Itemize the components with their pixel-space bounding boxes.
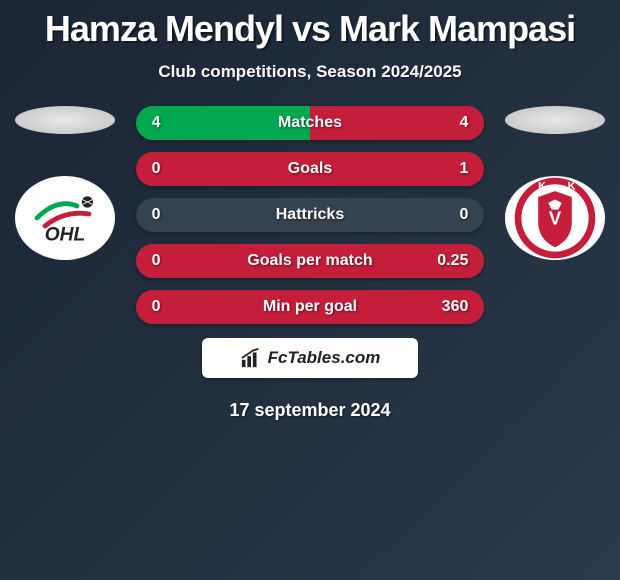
stat-label: Matches xyxy=(278,114,342,132)
stat-value-right: 0.25 xyxy=(437,252,468,270)
stat-row: 0 Min per goal 360 xyxy=(136,290,485,324)
stat-row: 0 Goals 1 xyxy=(136,152,485,186)
kvk-logo-icon: K K V xyxy=(513,176,597,260)
svg-text:K: K xyxy=(568,180,576,192)
stat-value-left: 4 xyxy=(152,114,161,132)
stat-value-left: 0 xyxy=(152,160,161,178)
content-row: OHL 4 Matches 4 0 Goals 1 0 Hattricks 0 0 Goals pe… xyxy=(0,106,620,324)
stat-row: 0 Goals per match 0.25 xyxy=(136,244,485,278)
stat-label: Hattricks xyxy=(276,206,344,224)
stat-value-right: 0 xyxy=(459,206,468,224)
comparison-subtitle: Club competitions, Season 2024/2025 xyxy=(0,62,620,82)
chart-icon xyxy=(240,347,262,369)
right-player-column: K K V xyxy=(500,106,610,260)
stats-column: 4 Matches 4 0 Goals 1 0 Hattricks 0 0 Goals per ma… xyxy=(136,106,485,324)
snapshot-date: 17 september 2024 xyxy=(0,400,620,421)
comparison-card: Hamza Mendyl vs Mark Mampasi Club compet… xyxy=(0,0,620,421)
ohl-logo-icon: OHL xyxy=(25,186,105,250)
stat-value-left: 0 xyxy=(152,206,161,224)
svg-text:V: V xyxy=(549,208,562,229)
stat-value-right: 4 xyxy=(459,114,468,132)
left-player-column: OHL xyxy=(10,106,120,260)
stat-label: Goals per match xyxy=(247,252,372,270)
right-club-badge: K K V xyxy=(505,176,605,260)
comparison-title: Hamza Mendyl vs Mark Mampasi xyxy=(0,8,620,50)
brand-text: FcTables.com xyxy=(268,348,381,368)
svg-text:OHL: OHL xyxy=(45,224,86,245)
svg-text:K: K xyxy=(538,180,546,192)
stat-row: 0 Hattricks 0 xyxy=(136,198,485,232)
brand-box[interactable]: FcTables.com xyxy=(202,338,418,378)
stat-value-left: 0 xyxy=(152,298,161,316)
stat-label: Min per goal xyxy=(263,298,357,316)
stat-label: Goals xyxy=(288,160,332,178)
stat-value-right: 1 xyxy=(459,160,468,178)
stat-row: 4 Matches 4 xyxy=(136,106,485,140)
stat-value-right: 360 xyxy=(442,298,469,316)
left-player-headshot xyxy=(15,106,115,134)
stat-value-left: 0 xyxy=(152,252,161,270)
left-club-badge: OHL xyxy=(15,176,115,260)
right-player-headshot xyxy=(505,106,605,134)
